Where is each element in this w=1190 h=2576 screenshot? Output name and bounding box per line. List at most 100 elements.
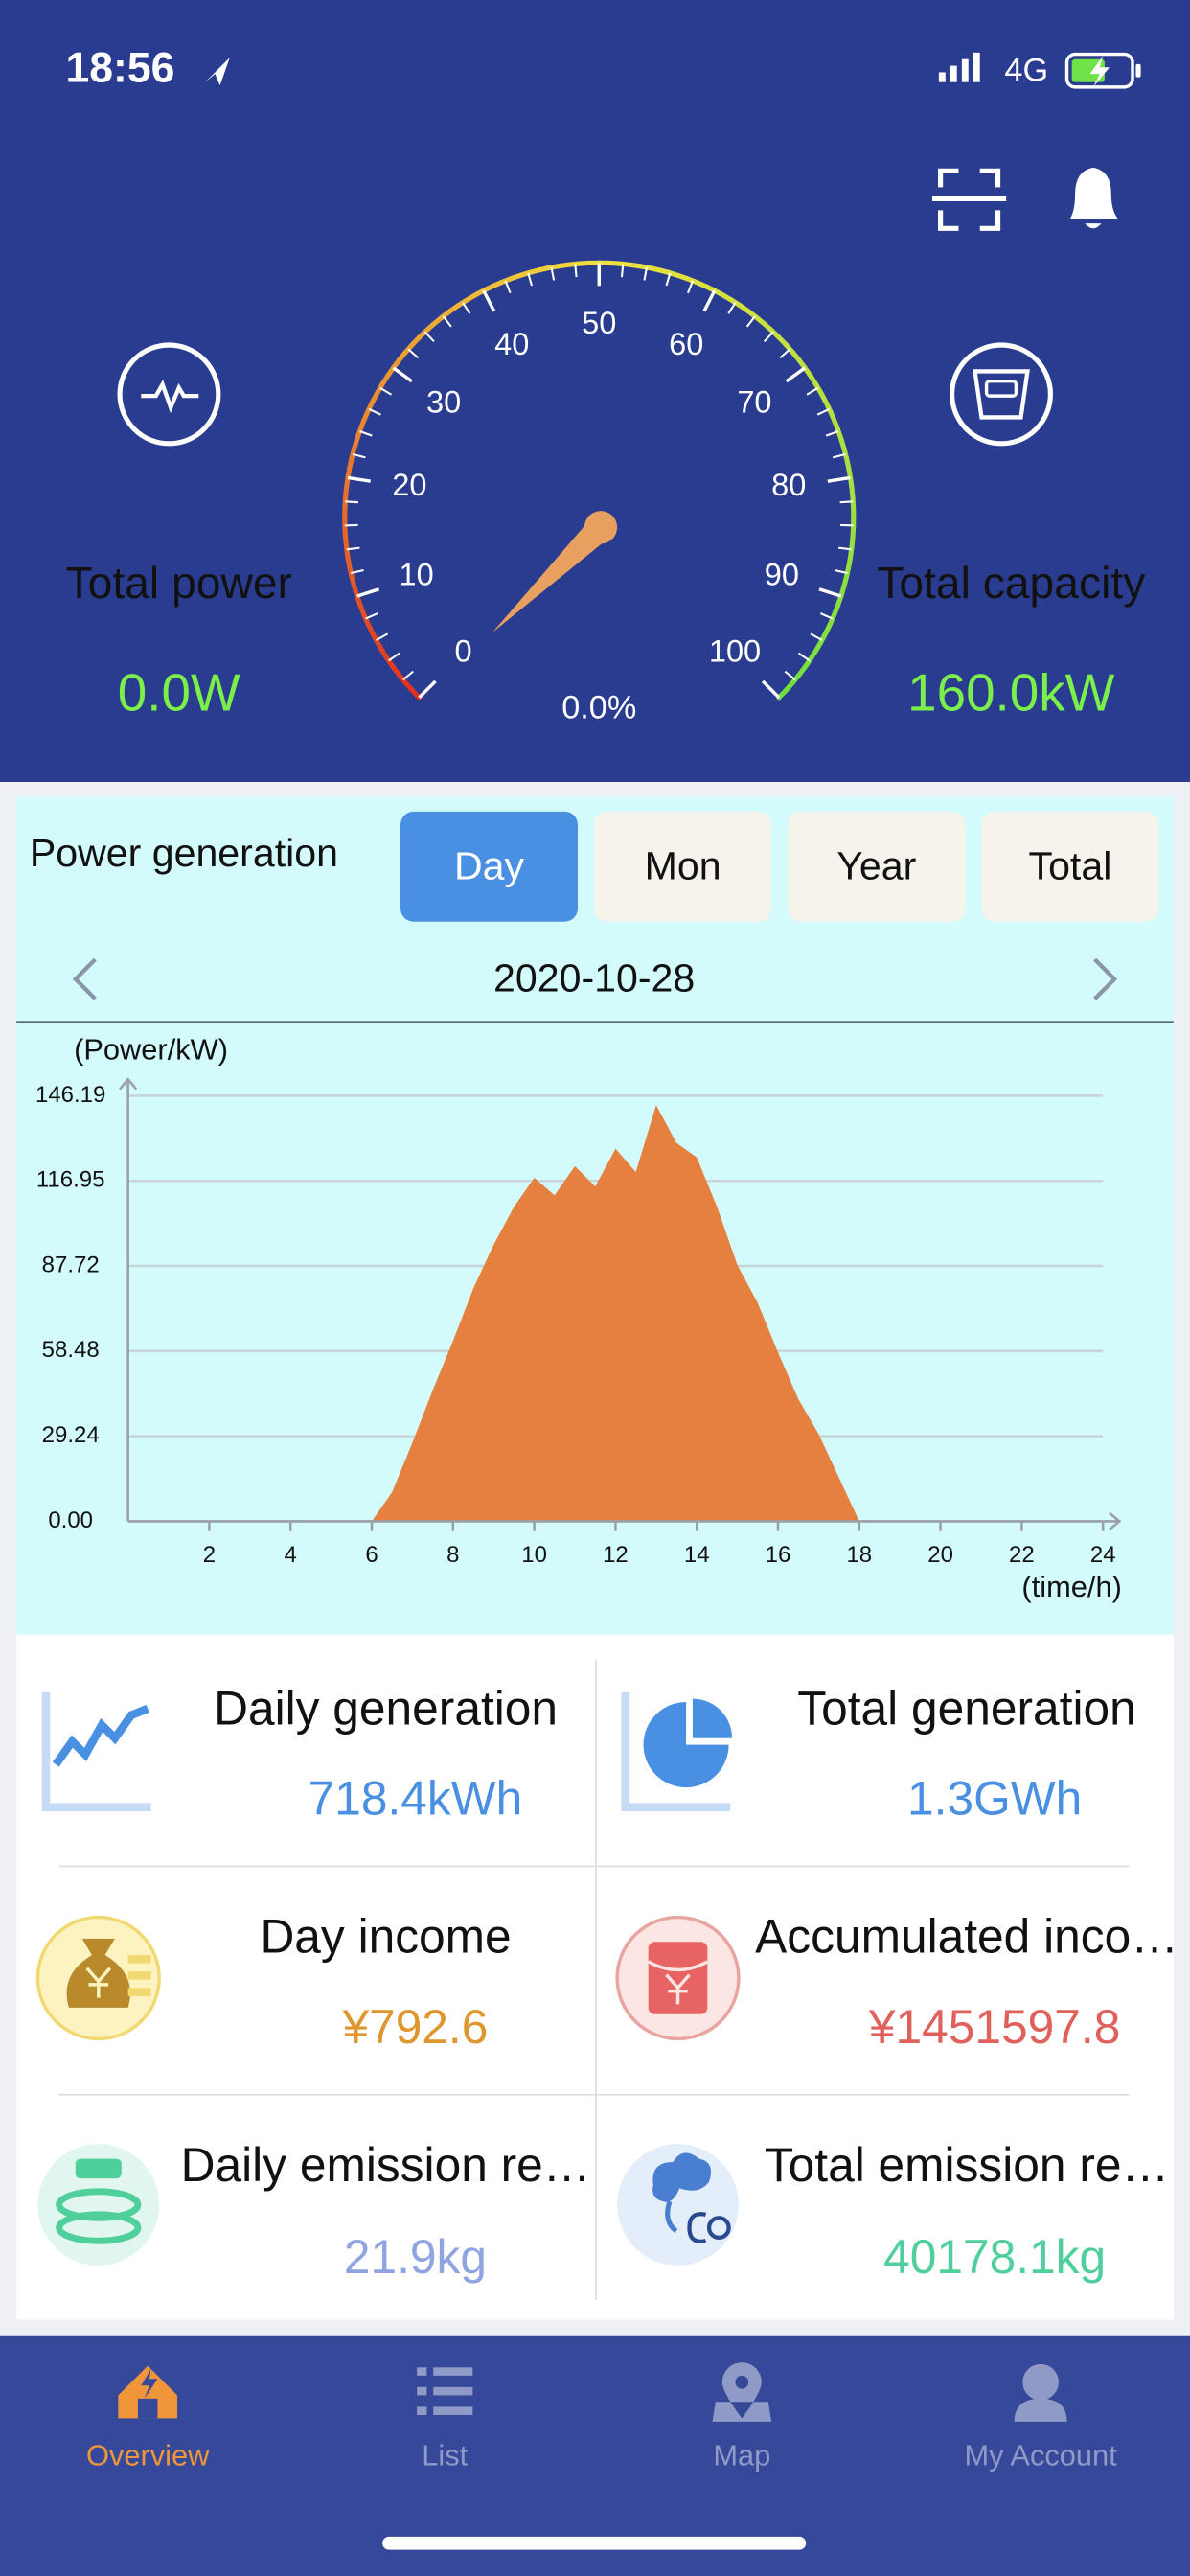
tab-label[interactable]: Total	[1029, 844, 1112, 888]
gauge-tick	[350, 568, 364, 574]
x-tick-label: 6	[365, 1542, 378, 1568]
gauge-tick	[806, 386, 819, 396]
gauge-tick	[819, 612, 834, 620]
gauge-label: 80	[771, 468, 806, 502]
nav-account[interactable]: My Account	[964, 2363, 1117, 2472]
gauge-label: 60	[669, 327, 703, 361]
tab-label[interactable]: Day	[454, 844, 525, 888]
x-tick-label: 14	[684, 1542, 710, 1568]
card-value: ¥792.6	[341, 2000, 488, 2054]
capacity-icon	[950, 342, 1053, 447]
tabs: Day Mon Year Total	[400, 811, 1159, 922]
tab-label[interactable]: Mon	[645, 844, 721, 888]
gauge-tick	[687, 280, 694, 294]
gauge-tick	[818, 587, 842, 598]
nav-label[interactable]: Overview	[86, 2439, 210, 2472]
gauge-label: 0	[455, 633, 472, 668]
gauge-label: 90	[765, 558, 799, 592]
gauge-label: 30	[426, 385, 461, 420]
gauge-tick	[702, 289, 717, 312]
nav-label[interactable]: Map	[713, 2439, 770, 2472]
gauge-tick	[346, 546, 360, 551]
stat-value: 160.0kW	[907, 662, 1115, 722]
gauge-tick	[834, 568, 848, 574]
tab-button[interactable]	[594, 811, 772, 922]
x-tick-label: 8	[446, 1542, 459, 1568]
x-tick-label: 18	[846, 1542, 872, 1568]
header-bg	[0, 0, 1190, 782]
gauge-label: 40	[494, 327, 529, 361]
power-icon	[117, 342, 221, 447]
stat-label: Total power	[66, 558, 292, 608]
stat-value: 0.0W	[118, 662, 240, 722]
x-tick-label: 22	[1009, 1542, 1035, 1568]
income-icon	[35, 1915, 161, 2041]
gauge-tick	[643, 266, 649, 281]
gauge-tick	[527, 272, 534, 287]
gauge-tick	[745, 315, 756, 328]
gauge-tick	[462, 302, 471, 314]
x-tick-label: 10	[521, 1542, 547, 1568]
emission-icon	[37, 2144, 160, 2266]
stat-label: Total capacity	[877, 558, 1146, 608]
nav-label[interactable]: My Account	[964, 2439, 1117, 2472]
tab-button[interactable]	[400, 811, 579, 922]
gauge-label: 100	[709, 633, 761, 668]
gauge-tick	[761, 679, 781, 700]
gauge-value: 0.0%	[561, 690, 636, 726]
gauge-tick	[407, 348, 420, 359]
tab-button[interactable]	[788, 811, 966, 922]
gauge-tick	[402, 670, 414, 681]
total-generation-icon	[621, 1691, 733, 1811]
date: 2020-10-28	[493, 955, 695, 1000]
card-value: 21.9kg	[344, 2230, 487, 2284]
gauge-tick	[665, 272, 672, 287]
scan-button[interactable]	[932, 168, 1007, 231]
bell-button[interactable]	[1069, 167, 1118, 229]
gauge-tick	[816, 407, 830, 416]
gauge-tick	[379, 386, 393, 396]
gauge-tick	[504, 280, 512, 294]
x-tick-label: 4	[285, 1542, 297, 1568]
gauge-tick	[784, 670, 796, 681]
card-value: 718.4kWh	[309, 1772, 523, 1826]
tab-label[interactable]: Year	[836, 844, 916, 888]
home-indicator	[382, 2536, 807, 2550]
y-tick-label: 146.19	[35, 1082, 105, 1108]
y-tick-label: 87.72	[42, 1252, 100, 1277]
card-value: 1.3GWh	[907, 1772, 1082, 1826]
x-axis-arrow	[1109, 1511, 1122, 1530]
gauge-tick	[825, 430, 839, 437]
accumulated-income-icon	[615, 1915, 741, 2041]
y-tick-label: 116.95	[36, 1167, 105, 1193]
nav-overview[interactable]: Overview	[86, 2365, 210, 2472]
gauge-tick	[365, 612, 378, 620]
card-label: Total generation	[797, 1681, 1135, 1735]
gauge-tick	[727, 302, 737, 314]
prev-button[interactable]	[72, 957, 97, 1000]
gauge-tick	[356, 587, 380, 598]
nav-label[interactable]: List	[422, 2439, 468, 2472]
tab-button[interactable]	[981, 811, 1159, 922]
card-label: Daily emission re…	[181, 2138, 591, 2192]
nav-map[interactable]: Map	[712, 2362, 772, 2472]
card-label: Day income	[260, 1910, 511, 1964]
gauge-label: 50	[582, 306, 616, 340]
y-axis-label: (Power/kW)	[74, 1032, 228, 1066]
gauge-tick	[574, 264, 578, 278]
next-button[interactable]	[1093, 957, 1118, 1000]
gauge-tick	[345, 500, 359, 504]
gauge-tick	[359, 430, 373, 437]
area	[372, 1105, 859, 1522]
gauge-tick	[442, 315, 452, 328]
card-value: ¥1451597.8	[868, 2000, 1120, 2054]
nav-list[interactable]: List	[417, 2367, 473, 2472]
gauge-tick	[352, 452, 366, 459]
gauge-label: 20	[392, 468, 426, 502]
gauge-needle-hub	[584, 511, 618, 544]
gauge-tick	[832, 452, 846, 459]
gauge-tick	[392, 366, 413, 383]
gauge-tick	[779, 348, 791, 359]
gauge-tick	[482, 289, 496, 312]
